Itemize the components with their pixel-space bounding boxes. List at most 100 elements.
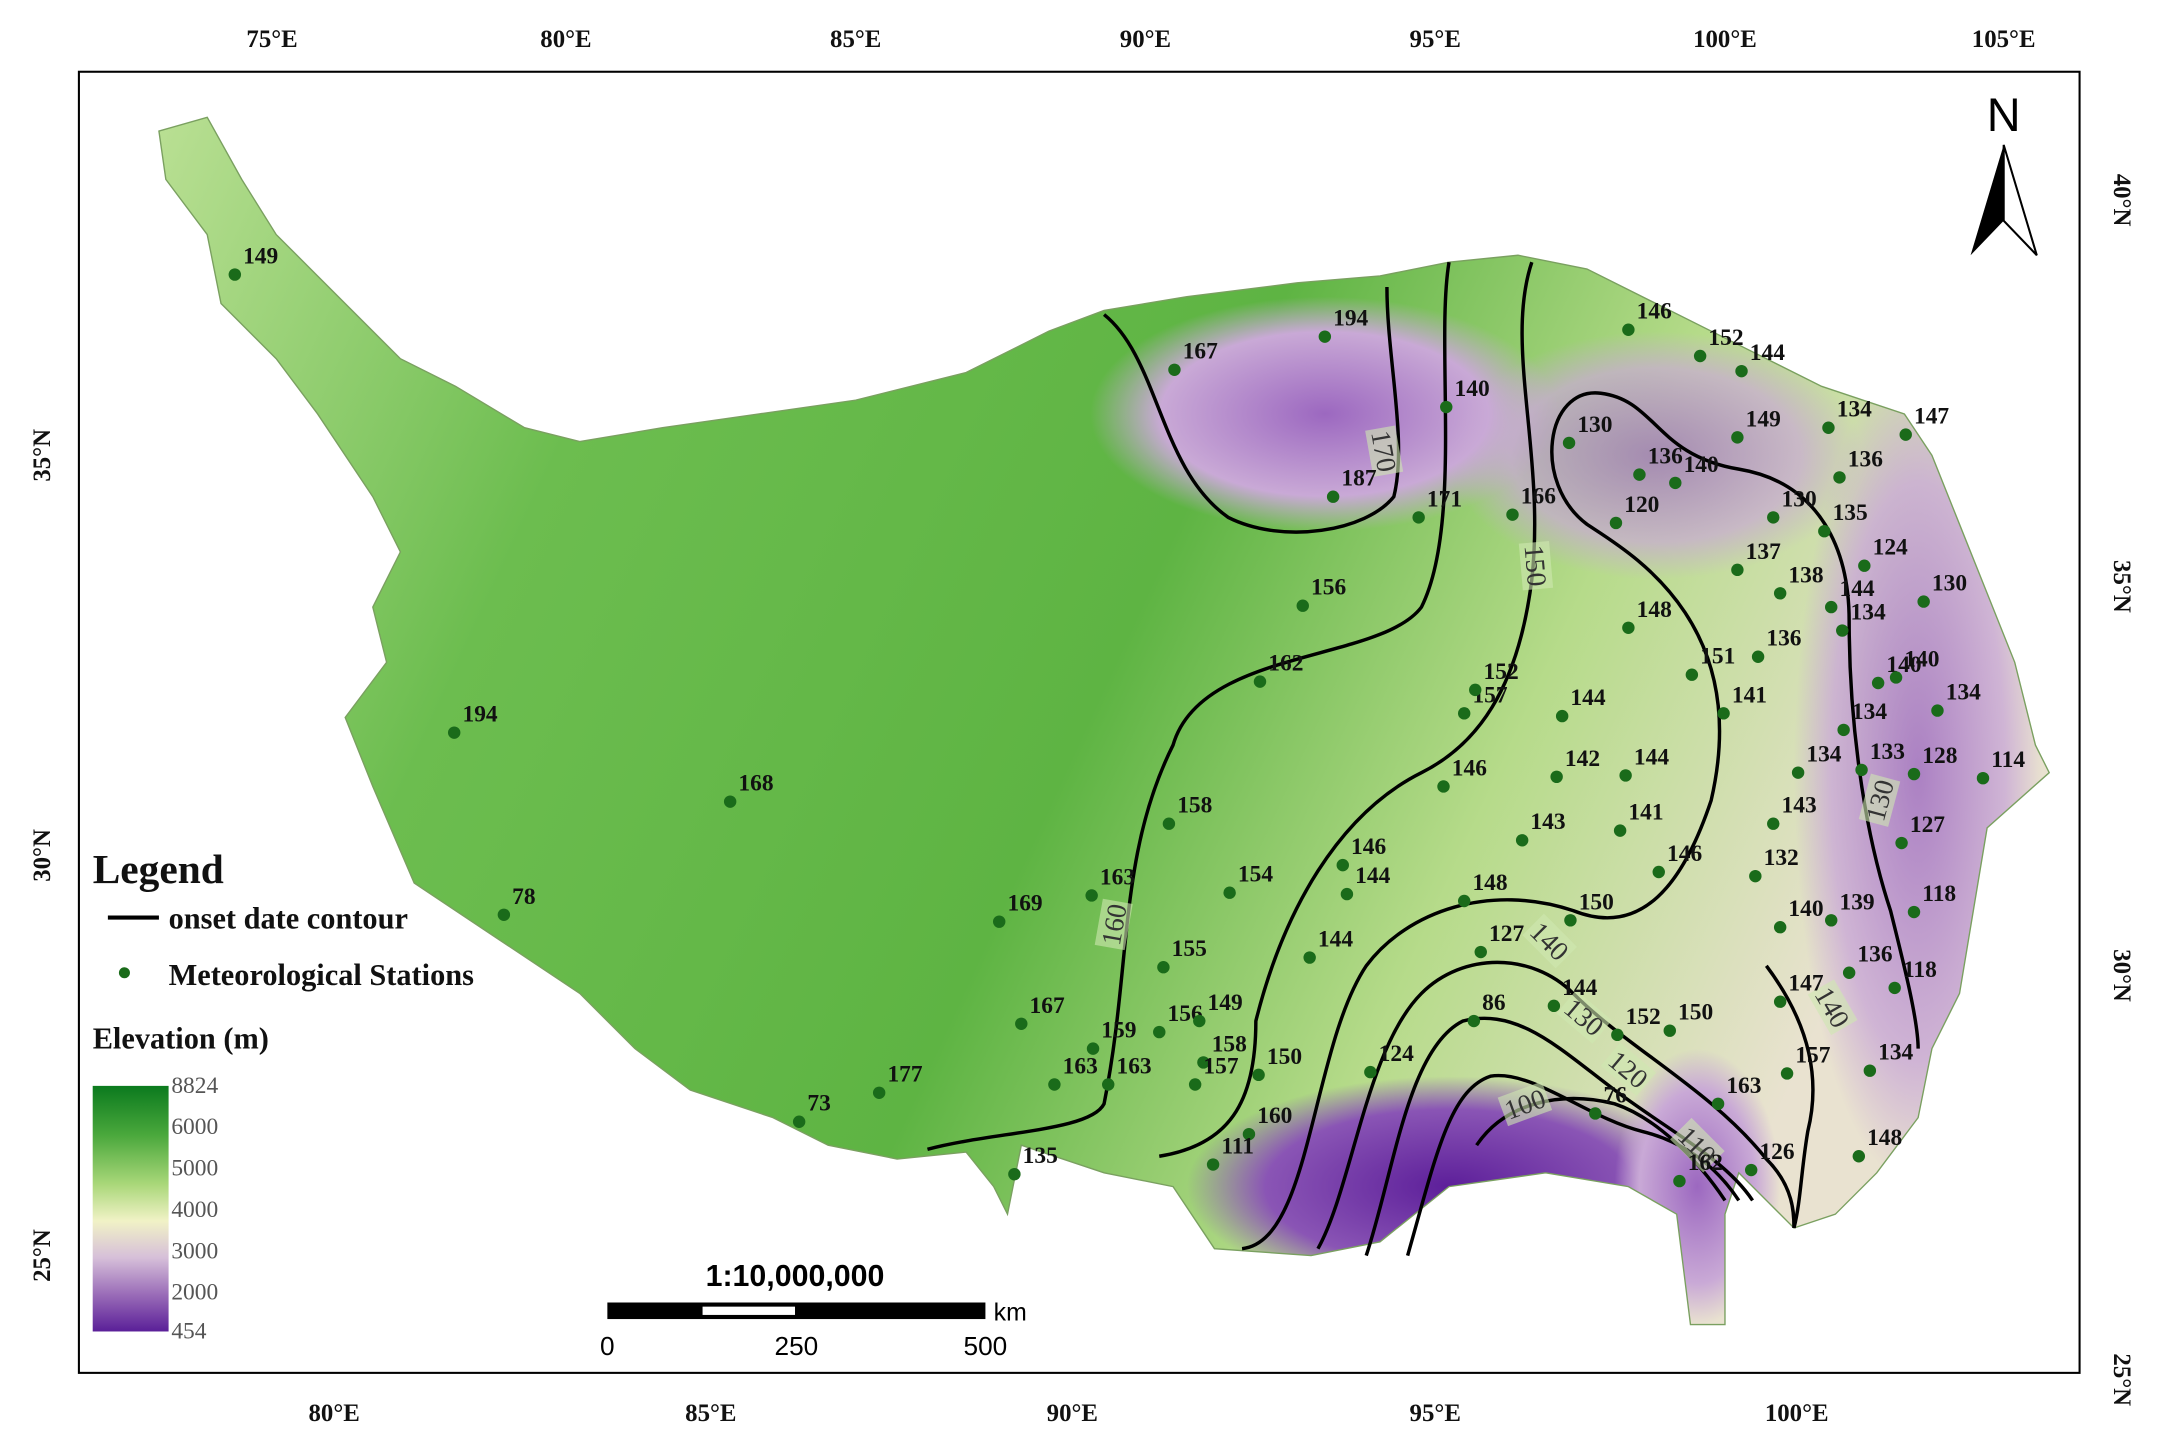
station-dot <box>1550 770 1563 784</box>
station-dot <box>1562 436 1576 450</box>
station-label: 73 <box>807 1091 830 1117</box>
station-dot <box>1440 400 1453 414</box>
station-dot <box>1253 675 1267 688</box>
contour-label-bg <box>1807 979 1858 1036</box>
station-dot <box>1633 468 1646 481</box>
legend-station-swatch <box>118 967 130 979</box>
lat-label-right: 25°N <box>2108 1353 2135 1406</box>
station-dot <box>1613 824 1627 837</box>
station-dot <box>497 908 511 921</box>
station-dot <box>1555 709 1569 723</box>
station-dot <box>1751 650 1765 663</box>
station-label: 163 <box>1063 1053 1098 1079</box>
station-label: 134 <box>1851 600 1886 626</box>
station-label: 142 <box>1565 746 1600 772</box>
station-label: 158 <box>1212 1031 1247 1057</box>
station-label: 126 <box>1759 1139 1794 1165</box>
station-label: 149 <box>243 244 278 270</box>
station-dot <box>1622 323 1635 336</box>
station-dot <box>1773 587 1787 600</box>
station-dot <box>1931 704 1944 717</box>
station-dot <box>1168 363 1181 376</box>
station-label: 134 <box>1806 742 1841 768</box>
station-label: 146 <box>1667 841 1702 867</box>
station-dot <box>1773 995 1787 1008</box>
station-label: 135 <box>1023 1143 1058 1169</box>
station-label: 162 <box>1268 651 1303 677</box>
lon-label-bottom: 100°E <box>1765 1400 1829 1427</box>
station-dot <box>1564 914 1577 927</box>
station-dot <box>1318 330 1332 343</box>
contour-line <box>1764 964 1815 1229</box>
north-arrow-left <box>1970 144 2004 256</box>
station-dot <box>1326 490 1340 503</box>
station-dot <box>1303 951 1316 964</box>
contour-line <box>1158 261 1537 1158</box>
station-dot <box>1223 886 1236 899</box>
station-label: 148 <box>1472 870 1507 896</box>
station-dot <box>1767 511 1780 524</box>
station-dot <box>1457 707 1471 720</box>
station-label: 144 <box>1562 975 1597 1001</box>
station-dot <box>447 726 461 739</box>
contour-label-bg <box>1858 773 1901 827</box>
station-label: 134 <box>1837 397 1872 423</box>
station-label: 150 <box>1678 1000 1713 1026</box>
station-dot <box>1611 1028 1624 1042</box>
station-label: 167 <box>1183 339 1218 365</box>
station-label: 152 <box>1484 659 1519 685</box>
station-dot <box>1825 914 1838 927</box>
station-dot <box>1609 516 1623 530</box>
station-label: 144 <box>1570 685 1605 711</box>
station-label: 134 <box>1946 680 1981 706</box>
station-label: 163 <box>1116 1053 1151 1079</box>
station-label: 148 <box>1637 597 1672 623</box>
station-label: 162 <box>1688 1150 1723 1176</box>
elevation-colorbar <box>92 1085 169 1332</box>
scale-label: 500 <box>964 1331 1008 1361</box>
station-label: 177 <box>887 1062 922 1088</box>
station-label: 146 <box>1351 834 1386 860</box>
station-label: 156 <box>1311 575 1346 601</box>
station-dot <box>1717 707 1730 720</box>
station-label: 111 <box>1221 1133 1254 1159</box>
station-label: 124 <box>1873 535 1908 561</box>
contour-line <box>1316 960 1796 1250</box>
station-label: 150 <box>1579 889 1614 915</box>
north-arrow-right <box>2002 144 2038 256</box>
station-dot <box>1457 894 1471 908</box>
scale-label: 250 <box>775 1331 819 1361</box>
station-label: 136 <box>1848 446 1883 472</box>
station-label: 166 <box>1521 484 1556 510</box>
station-label: 143 <box>1782 793 1817 819</box>
station-label: 120 <box>1624 492 1659 518</box>
contour-label-bg <box>1522 913 1578 969</box>
station-label: 167 <box>1030 993 1065 1019</box>
colorbar-label: 2000 <box>171 1280 218 1306</box>
station-dot <box>1917 595 1930 608</box>
lon-label-top: 100°E <box>1693 26 1757 53</box>
lowland <box>1449 331 1863 580</box>
station-dot <box>1836 624 1849 637</box>
station-dot <box>1749 869 1762 883</box>
station-dot <box>1863 1064 1877 1077</box>
colorbar-label: 3000 <box>171 1238 218 1264</box>
station-dot <box>228 268 242 281</box>
station-label: 139 <box>1839 889 1874 915</box>
station-label: 143 <box>1530 809 1565 835</box>
contour-label-bg <box>1556 990 1612 1044</box>
station-label: 146 <box>1637 299 1672 325</box>
station-dot <box>1197 1056 1210 1069</box>
station-label: 140 <box>1904 646 1939 672</box>
station-dot <box>1619 769 1632 782</box>
station-label: 150 <box>1267 1044 1302 1070</box>
station-dot <box>1102 1078 1115 1091</box>
contour-label-bg <box>1094 898 1133 951</box>
lon-label-top: 85°E <box>830 26 881 53</box>
colorbar-label: 454 <box>171 1318 206 1344</box>
station-label: 157 <box>1203 1053 1238 1079</box>
lon-label-bottom: 85°E <box>685 1400 736 1427</box>
station-dot <box>1474 945 1487 959</box>
station-label: 157 <box>1795 1042 1830 1068</box>
